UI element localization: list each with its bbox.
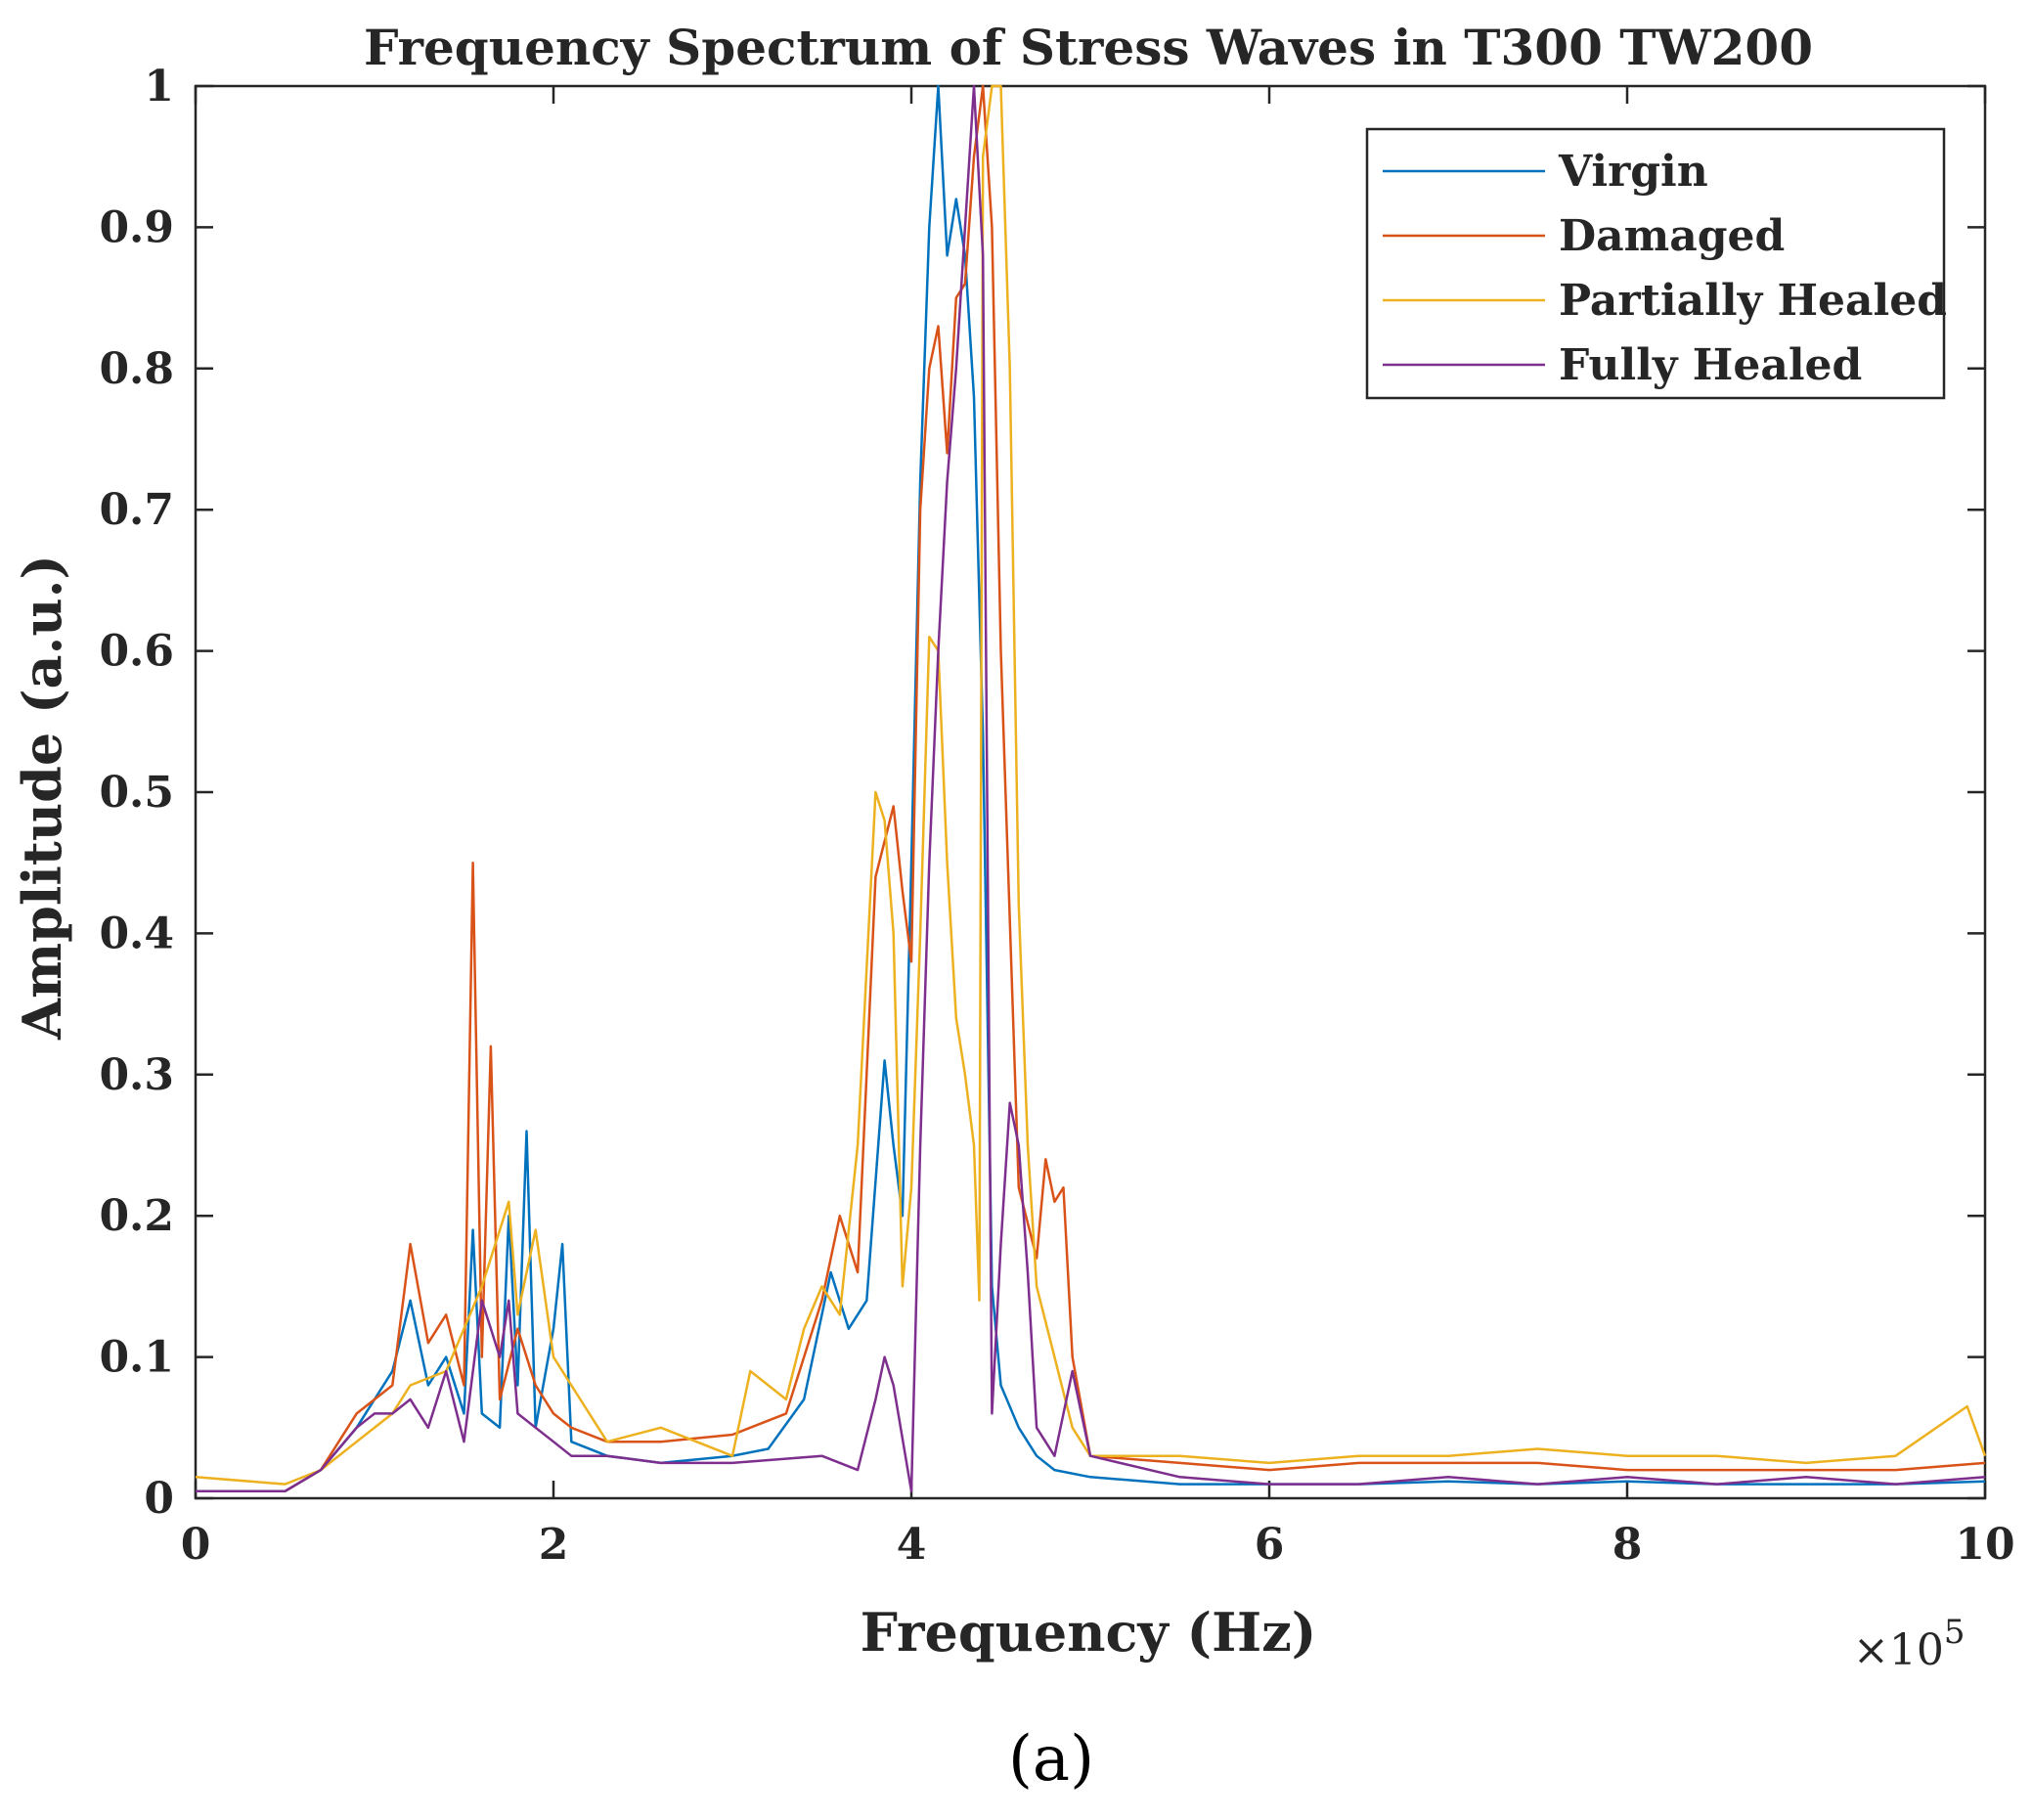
x-multiplier-base: ×10 <box>1853 1625 1944 1675</box>
series-line-damaged <box>196 84 1986 1493</box>
legend-label: Damaged <box>1559 211 1785 261</box>
series-line-partially-healed <box>195 84 1987 1486</box>
legend-label: Partially Healed <box>1559 276 1947 326</box>
series-lines <box>195 84 1987 1493</box>
x-tick-label: 6 <box>1255 1520 1285 1570</box>
y-axis-label: Amplitude (a.u.) <box>11 555 73 1041</box>
y-tick-label: 0 <box>144 1474 174 1524</box>
x-axis-label: Frequency (Hz) <box>861 1601 1317 1664</box>
x-multiplier-exponent: 5 <box>1944 1613 1966 1652</box>
legend-label: Fully Healed <box>1559 340 1862 390</box>
y-tick-label: 0.6 <box>99 627 174 677</box>
series-line-fully-healed <box>196 84 1986 1493</box>
y-tick-label: 1 <box>144 62 174 111</box>
y-tick-label: 0.4 <box>99 909 174 958</box>
x-tick-label: 0 <box>181 1520 211 1570</box>
x-axis-multiplier: ×105 <box>1853 1613 1966 1675</box>
y-tick-label: 0.9 <box>99 202 174 252</box>
y-tick-label: 0.3 <box>99 1050 174 1100</box>
y-tick-label: 0.5 <box>99 768 174 818</box>
x-tick-label: 10 <box>1955 1520 2014 1570</box>
y-tick-label: 0.1 <box>99 1333 174 1383</box>
y-tick-label: 0.2 <box>99 1191 174 1241</box>
x-tick-label: 4 <box>897 1520 927 1570</box>
figure-caption: (a) <box>1008 1723 1094 1796</box>
y-tick-label: 0.7 <box>99 485 174 535</box>
legend-label: Virgin <box>1558 147 1708 197</box>
legend: Virgin Damaged Partially Healed Fully Heale… <box>1365 127 1947 400</box>
chart-title: Frequency Spectrum of Stress Waves in T3… <box>364 19 1813 76</box>
x-tick-label: 2 <box>539 1520 569 1570</box>
y-tick-label: 0.8 <box>99 344 174 394</box>
legend-box <box>1365 127 1946 400</box>
tick-labels: 0 2 4 6 8 10 0 0.1 0.2 0.3 0.4 0.5 0.6 0.7 0.8 0.9 1 <box>99 62 2014 1570</box>
x-tick-label: 8 <box>1612 1520 1643 1570</box>
series-line-virgin <box>196 84 1986 1493</box>
axis-ticks <box>194 84 1987 1500</box>
